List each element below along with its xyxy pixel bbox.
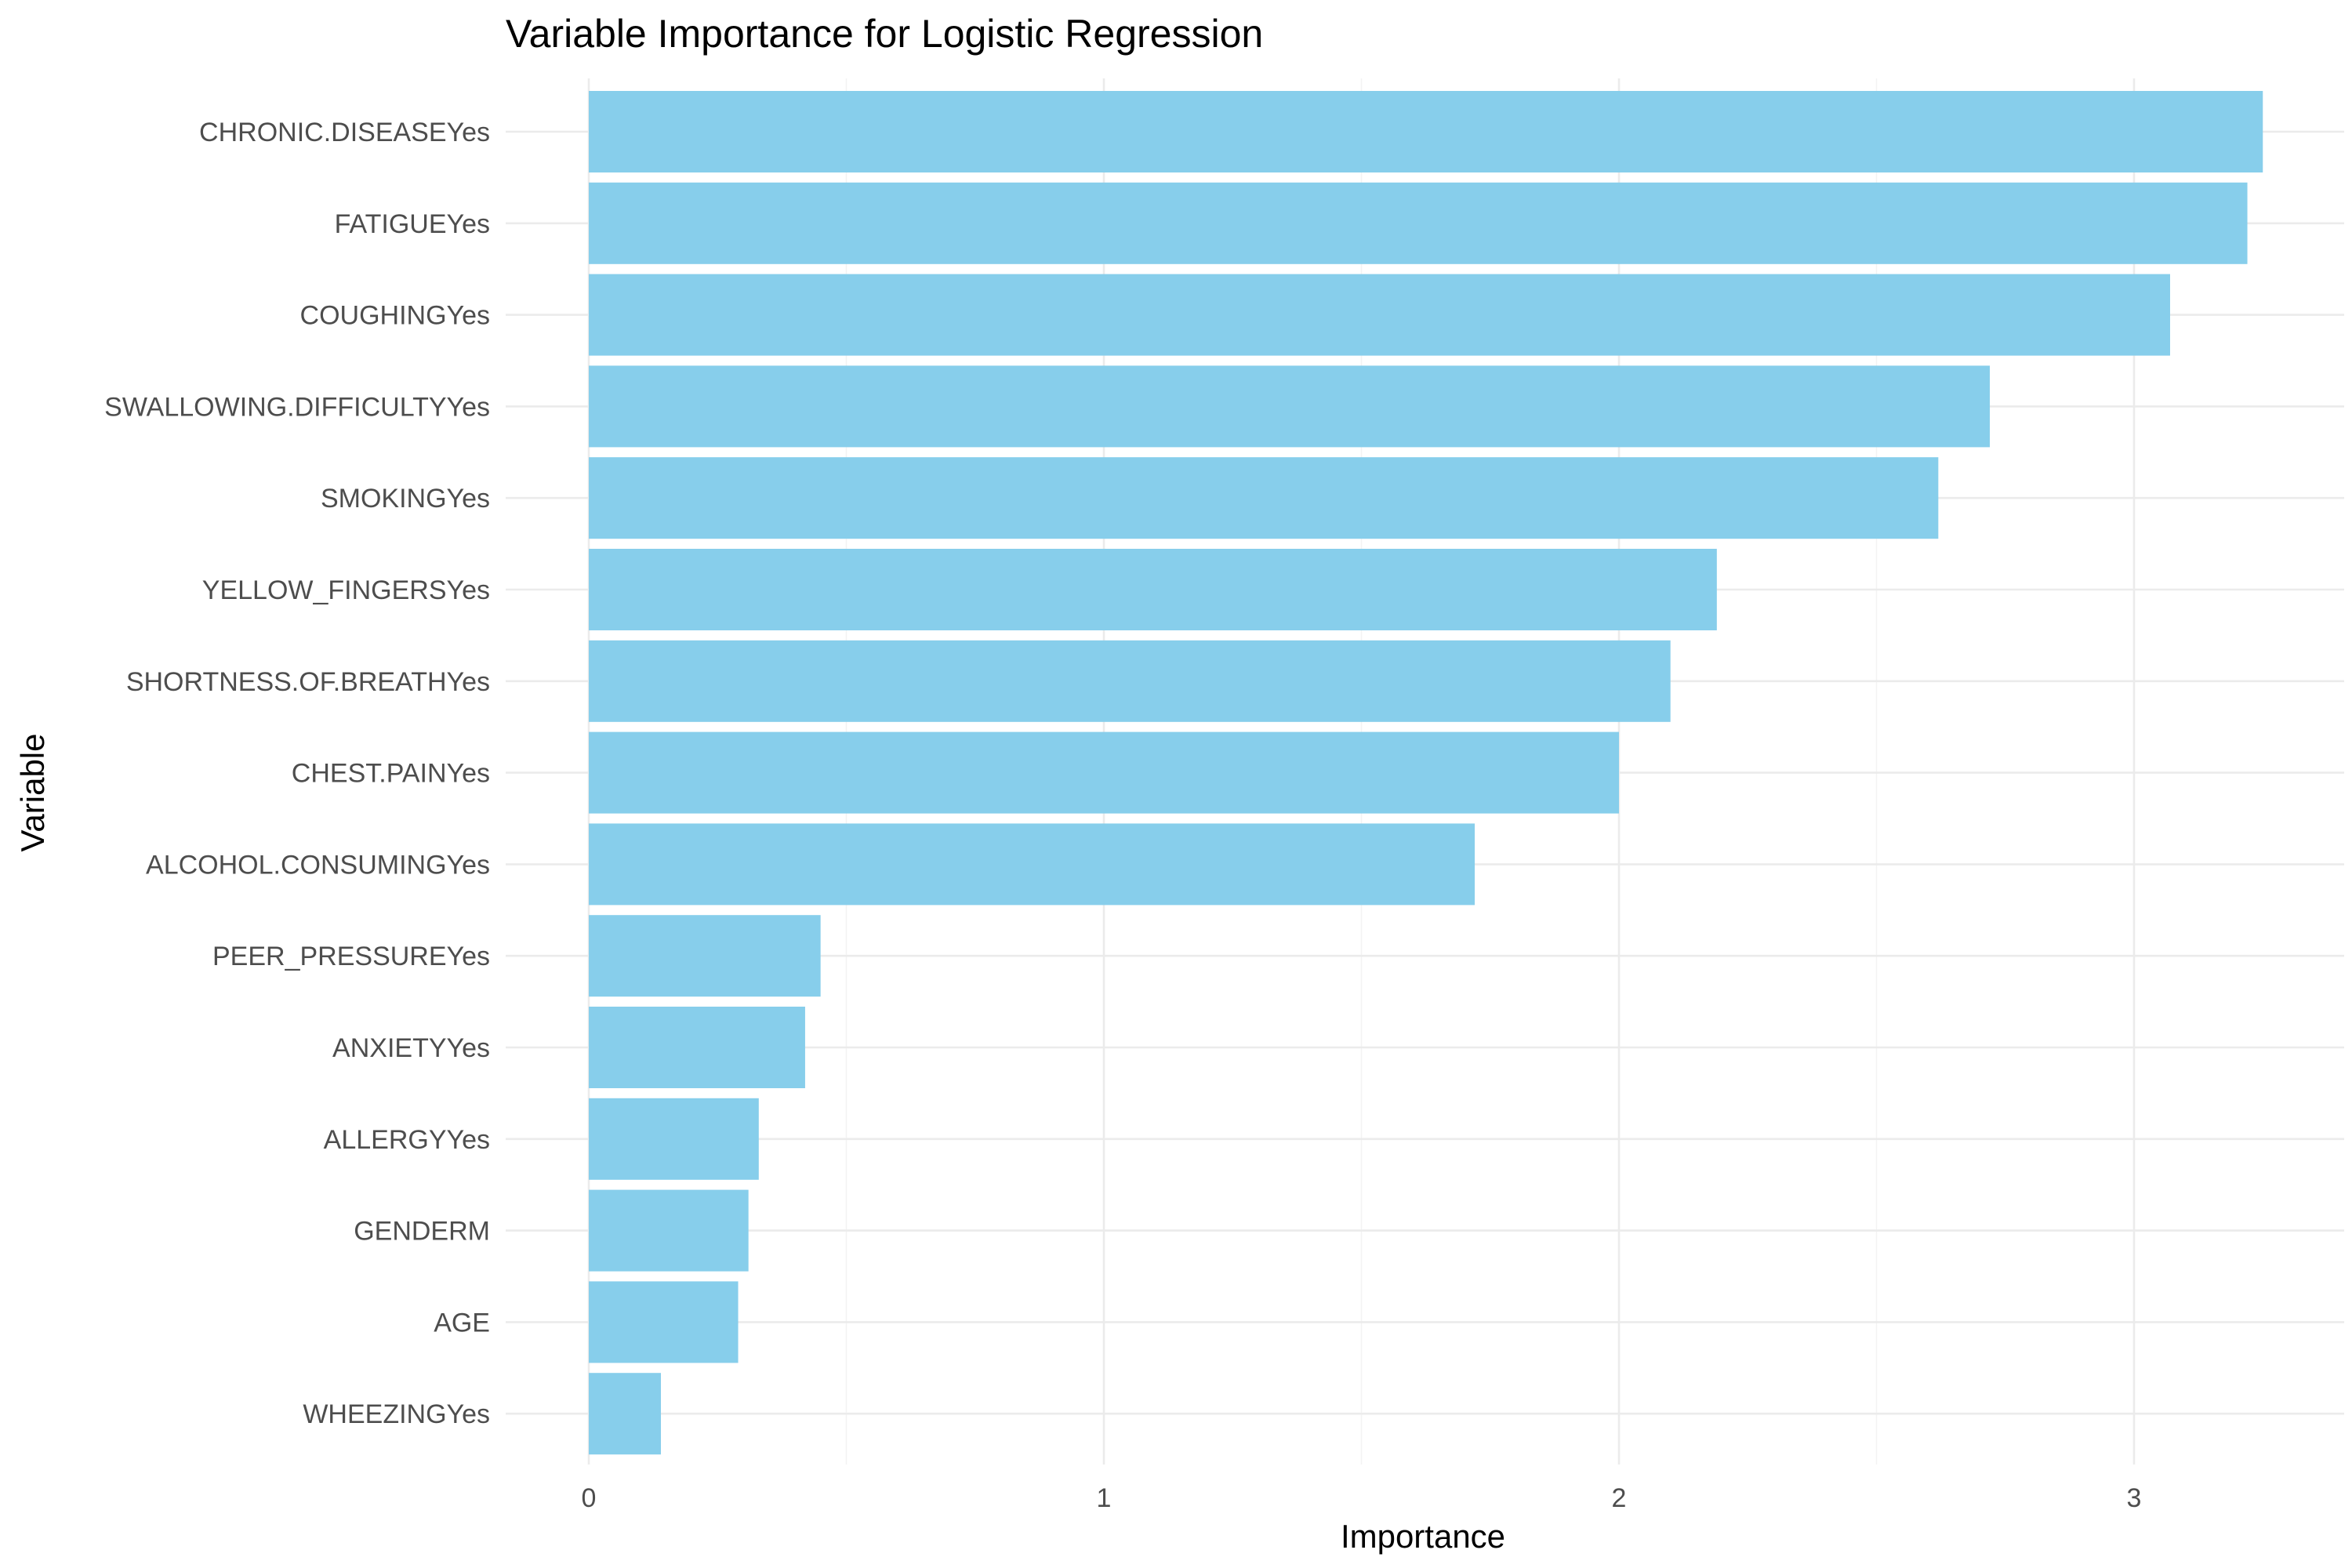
bar-fatigueyes <box>589 182 2248 264</box>
bar-swallowing-difficultyyes <box>589 365 1991 448</box>
y-tick-label: FATIGUEYes <box>335 209 490 239</box>
x-tick-label: 2 <box>1612 1483 1627 1513</box>
y-tick-label: GENDERM <box>354 1217 490 1247</box>
bar-chest-painyes <box>589 731 1619 814</box>
bar-coughingyes <box>589 274 2170 356</box>
x-axis-tick-labels: 0 1 2 3 <box>582 1483 2142 1513</box>
bar-anxietyyes <box>589 1007 805 1088</box>
chart-title: Variable Importance for Logistic Regress… <box>506 12 1263 56</box>
x-tick-label: 0 <box>582 1483 597 1513</box>
y-tick-label: COUGHINGYes <box>300 301 490 331</box>
y-tick-label: SHORTNESS.OF.BREATHYes <box>126 667 490 697</box>
y-axis-tick-labels: CHRONIC.DISEASEYes FATIGUEYes COUGHINGYes S… <box>104 118 490 1429</box>
bars <box>589 91 2263 1455</box>
y-tick-label: SWALLOWING.DIFFICULTYYes <box>104 392 490 422</box>
y-tick-label: ANXIETYYes <box>332 1033 490 1063</box>
bar-wheezingyes <box>589 1373 661 1455</box>
y-tick-label: CHEST.PAINYes <box>292 759 490 789</box>
y-tick-label: WHEEZINGYes <box>303 1399 490 1429</box>
x-tick-label: 3 <box>2127 1483 2142 1513</box>
y-tick-label: CHRONIC.DISEASEYes <box>199 118 490 147</box>
bar-yellow-fingersyes <box>589 549 1717 630</box>
y-tick-label: AGE <box>434 1308 490 1338</box>
bar-genderm <box>589 1189 749 1272</box>
y-tick-label: ALCOHOL.CONSUMINGYes <box>146 850 490 880</box>
bar-smokingyes <box>589 457 1939 539</box>
x-tick-label: 1 <box>1097 1483 1112 1513</box>
bar-shortness-of-breathyes <box>589 640 1671 722</box>
bar-peer-pressureyes <box>589 915 821 997</box>
x-axis-title: Importance <box>1341 1518 1505 1555</box>
bar-allergyyes <box>589 1098 759 1180</box>
bar-chronic-diseaseyes <box>589 91 2263 172</box>
y-tick-label: YELLOW_FINGERSYes <box>202 575 490 605</box>
y-tick-label: PEER_PRESSUREYes <box>212 942 490 971</box>
bar-age <box>589 1281 739 1363</box>
y-axis-title: Variable <box>14 734 51 852</box>
bar-alcohol-consumingyes <box>589 823 1475 906</box>
y-tick-label: ALLERGYYes <box>324 1125 490 1155</box>
y-tick-label: SMOKINGYes <box>321 484 490 514</box>
